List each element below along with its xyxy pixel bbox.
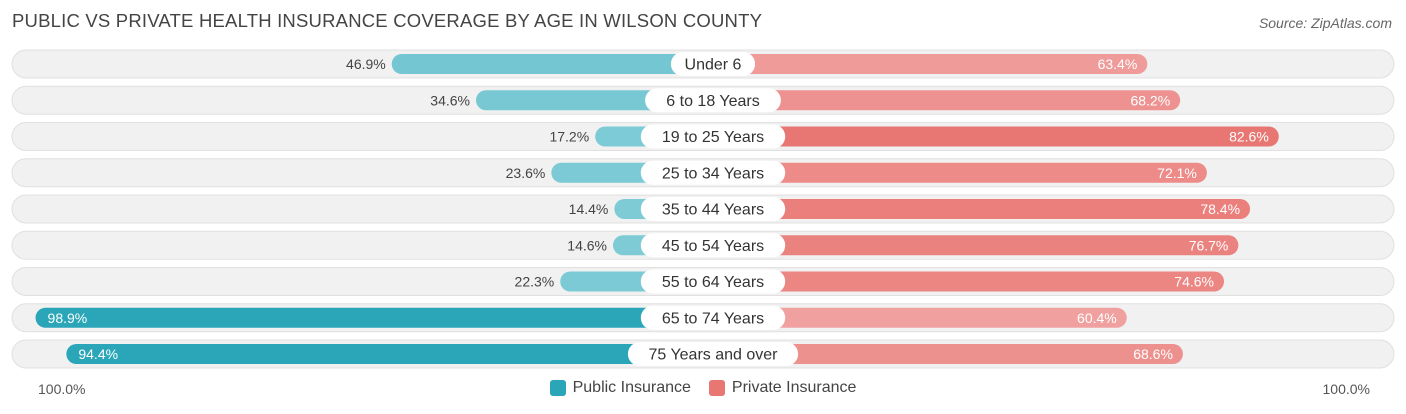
legend-label-public: Public Insurance — [572, 379, 691, 396]
legend-item-private: Private Insurance — [708, 379, 857, 397]
category-pill — [627, 342, 799, 366]
axis-left-label: 100.0% — [38, 381, 86, 397]
value-label-private: 60.4% — [1077, 310, 1117, 326]
category-label: 45 to 54 Years — [662, 238, 764, 255]
bar-private — [713, 235, 1239, 256]
bar-private — [713, 126, 1279, 147]
legend-swatch-public — [549, 380, 566, 396]
legend-item-public: Public Insurance — [549, 379, 691, 397]
bar-private — [713, 307, 1127, 328]
legend-swatch-private — [708, 380, 725, 396]
axis-right-label: 100.0% — [1322, 381, 1370, 397]
category-pill — [640, 269, 786, 294]
category-label: 25 to 34 Years — [662, 165, 764, 182]
value-label-public: 17.2% — [549, 129, 589, 145]
value-label-public: 46.9% — [346, 56, 386, 72]
category-pill — [640, 160, 786, 185]
bar-public — [66, 344, 714, 364]
category-pill — [645, 88, 781, 113]
value-label-public: 94.4% — [78, 346, 118, 362]
legend: Public Insurance Private Insurance — [0, 379, 1406, 397]
bar-public — [391, 54, 713, 74]
value-label-public: 14.4% — [569, 201, 609, 217]
category-label: 35 to 44 Years — [662, 202, 764, 219]
category-label: 19 to 25 Years — [662, 129, 764, 146]
category-pill — [640, 124, 786, 149]
value-label-private: 63.4% — [1098, 56, 1138, 72]
value-label-private: 76.7% — [1189, 237, 1229, 253]
value-label-public: 34.6% — [430, 92, 470, 108]
value-label-private: 68.2% — [1130, 92, 1170, 108]
bar-private — [713, 199, 1251, 219]
bar-private — [713, 162, 1207, 183]
category-pill — [640, 197, 786, 221]
category-label: 75 Years and over — [649, 347, 779, 364]
category-pill — [640, 305, 786, 330]
category-label: 6 to 18 Years — [666, 93, 759, 110]
category-label: Under 6 — [685, 57, 742, 74]
chart-title: PUBLIC VS PRIVATE HEALTH INSURANCE COVER… — [12, 10, 763, 31]
value-label-public: 23.6% — [506, 165, 546, 181]
bar-public — [35, 307, 714, 328]
source-label: Source: ZipAtlas.com — [1258, 15, 1392, 31]
value-label-private: 74.6% — [1174, 274, 1214, 290]
bar-private — [713, 90, 1181, 111]
bar-private — [713, 54, 1148, 74]
value-label-private: 72.1% — [1157, 165, 1197, 181]
category-pill — [670, 52, 756, 76]
category-pill — [640, 233, 786, 258]
value-label-public: 14.6% — [567, 237, 607, 253]
bar-private — [713, 344, 1183, 364]
value-label-private: 78.4% — [1200, 201, 1240, 217]
category-label: 65 to 74 Years — [662, 310, 764, 327]
value-label-private: 82.6% — [1229, 129, 1269, 145]
legend-label-private: Private Insurance — [731, 379, 857, 396]
value-label-private: 68.6% — [1133, 346, 1173, 362]
bar-private — [713, 271, 1225, 292]
value-label-public: 22.3% — [515, 274, 555, 290]
value-label-public: 98.9% — [48, 310, 88, 326]
category-label: 55 to 64 Years — [662, 274, 764, 291]
